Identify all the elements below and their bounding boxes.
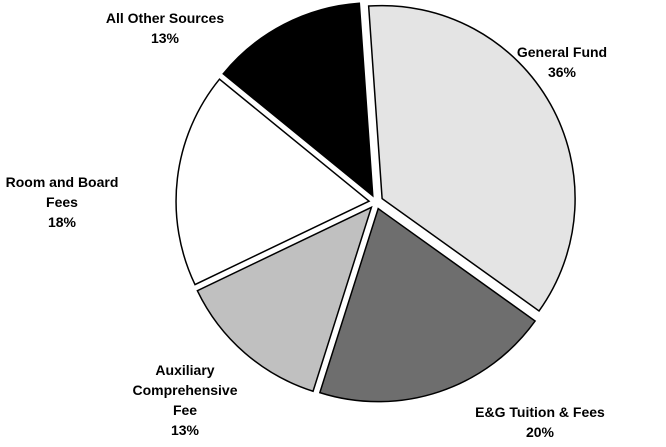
category-label: General Fund	[516, 44, 608, 60]
slice-label: All Other Sources 13%	[85, 8, 245, 48]
percent-label: 20%	[525, 424, 555, 440]
percent-label: 18%	[47, 214, 77, 230]
category-label: Auxiliary Comprehensive Fee	[132, 362, 238, 418]
category-label: All Other Sources	[105, 10, 225, 26]
slice-label: General Fund 36%	[492, 42, 632, 82]
pie-slice	[367, 4, 576, 312]
pie-slice	[175, 78, 371, 286]
pie-slice	[318, 207, 537, 403]
percent-label: 13%	[170, 422, 200, 438]
category-label: E&G Tuition & Fees	[475, 404, 605, 420]
pie-slice	[222, 2, 374, 198]
slice-label: Room and Board Fees 18%	[0, 172, 127, 232]
percent-label: 13%	[150, 30, 180, 46]
slice-label: E&G Tuition & Fees 20%	[440, 402, 640, 442]
percent-label: 36%	[547, 64, 577, 80]
slice-label: Auxiliary Comprehensive Fee 13%	[120, 360, 250, 440]
category-label: Room and Board Fees	[5, 174, 119, 210]
pie-slice	[196, 205, 373, 393]
